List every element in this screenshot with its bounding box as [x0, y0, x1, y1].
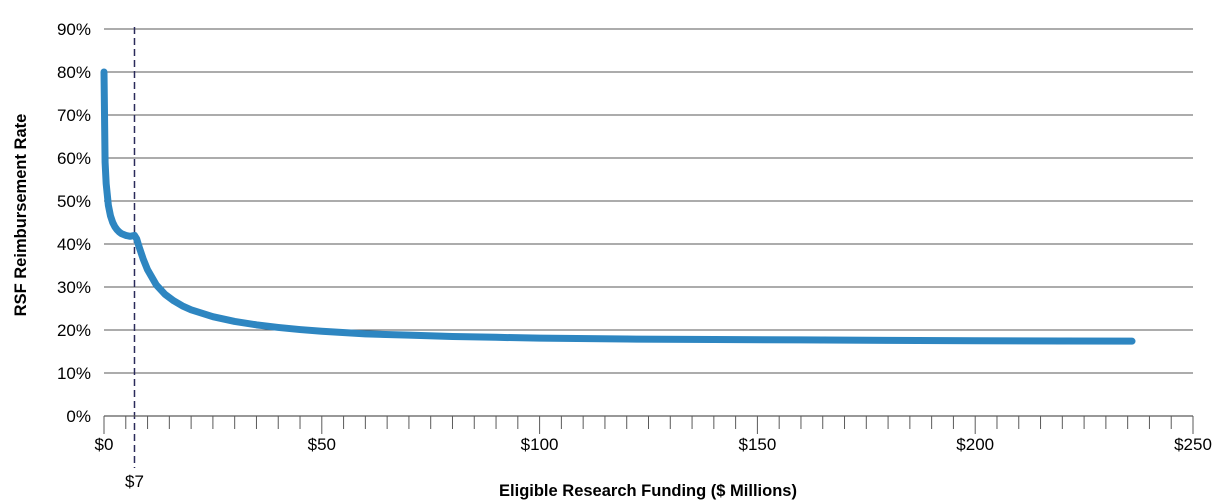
y-tick-label: 80%: [57, 63, 91, 82]
y-tick-label: 10%: [57, 364, 91, 383]
y-tick-label: 70%: [57, 106, 91, 125]
reference-line-label: $7: [125, 472, 144, 491]
y-axis-title: RSF Reimbursement Rate: [12, 114, 30, 317]
x-axis-title: Eligible Research Funding ($ Millions): [499, 482, 797, 500]
x-tick-label: $250: [1174, 435, 1212, 454]
y-tick-label: 40%: [57, 235, 91, 254]
gridlines: [104, 28, 1193, 374]
x-tick-label: $200: [956, 435, 994, 454]
x-tick-label: $150: [738, 435, 776, 454]
series-group: [100, 68, 1136, 345]
y-tick-label: 0%: [66, 407, 91, 426]
y-tick-label: 90%: [57, 20, 91, 39]
x-tick-label: $100: [521, 435, 559, 454]
x-tick-label: $50: [308, 435, 336, 454]
y-tick-label: 30%: [57, 278, 91, 297]
y-tick-label: 60%: [57, 149, 91, 168]
y-tick-label: 20%: [57, 321, 91, 340]
tick-labels: 0% 10% 20% 30% 40% 50% 60% 70% 80% 90% $0 $50 $100 $1…: [57, 20, 1212, 491]
series-line: [100, 68, 1136, 345]
x-tick-label: $0: [95, 435, 114, 454]
y-tick-label: 50%: [57, 192, 91, 211]
axes: [103, 415, 1194, 434]
